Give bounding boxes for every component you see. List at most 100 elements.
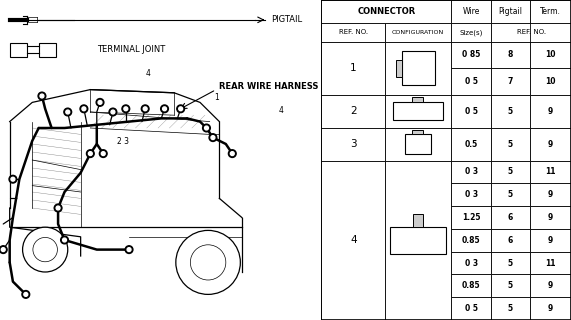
Circle shape xyxy=(163,107,167,111)
Text: 9: 9 xyxy=(548,281,553,290)
Text: 5: 5 xyxy=(508,167,513,176)
Bar xyxy=(451,161,491,183)
Bar xyxy=(491,297,530,320)
Circle shape xyxy=(124,107,128,111)
Text: 4: 4 xyxy=(146,69,151,78)
Circle shape xyxy=(89,152,93,156)
Bar xyxy=(321,128,385,161)
Bar xyxy=(491,128,530,161)
Bar xyxy=(451,297,491,320)
Bar xyxy=(385,42,451,95)
Bar xyxy=(451,23,491,42)
Circle shape xyxy=(190,245,226,280)
Bar xyxy=(491,161,530,183)
Circle shape xyxy=(23,227,68,272)
Bar xyxy=(402,51,435,85)
Text: 7: 7 xyxy=(508,77,513,86)
Circle shape xyxy=(86,150,94,157)
Text: 9: 9 xyxy=(548,236,553,245)
Bar xyxy=(412,97,423,102)
Bar xyxy=(491,42,530,68)
Bar xyxy=(530,229,571,252)
Text: 10: 10 xyxy=(545,50,556,60)
Bar xyxy=(396,60,403,77)
Text: 0 5: 0 5 xyxy=(465,304,478,313)
Text: 4: 4 xyxy=(278,106,283,115)
Text: 0 5: 0 5 xyxy=(465,77,478,86)
Text: 11: 11 xyxy=(545,167,556,176)
Text: 10: 10 xyxy=(545,77,556,86)
Bar xyxy=(491,95,530,128)
Circle shape xyxy=(98,100,102,104)
Circle shape xyxy=(230,152,234,156)
Circle shape xyxy=(64,108,71,116)
Text: Wire: Wire xyxy=(463,7,480,16)
Text: REF. NO.: REF. NO. xyxy=(517,29,546,35)
Circle shape xyxy=(176,230,240,294)
Text: 5: 5 xyxy=(508,304,513,313)
Text: 0 3: 0 3 xyxy=(465,190,478,199)
Text: 0 3: 0 3 xyxy=(465,167,478,176)
Circle shape xyxy=(80,105,88,113)
Text: 5: 5 xyxy=(508,107,513,116)
Bar xyxy=(491,252,530,275)
Bar xyxy=(451,0,491,23)
Bar xyxy=(451,183,491,206)
Text: 9: 9 xyxy=(548,140,553,148)
Text: 0.85: 0.85 xyxy=(462,281,481,290)
Text: TERMINAL JOINT: TERMINAL JOINT xyxy=(96,45,165,54)
Text: 3: 3 xyxy=(350,139,357,149)
Bar xyxy=(530,252,571,275)
Circle shape xyxy=(66,110,70,114)
Circle shape xyxy=(160,105,168,113)
Text: 4: 4 xyxy=(350,235,357,245)
Text: CONNECTOR: CONNECTOR xyxy=(357,7,416,16)
Text: 0 5: 0 5 xyxy=(465,107,478,116)
Circle shape xyxy=(143,107,147,111)
Circle shape xyxy=(111,110,115,114)
Bar xyxy=(491,23,571,42)
Circle shape xyxy=(122,105,130,113)
Bar xyxy=(530,68,571,95)
Bar xyxy=(491,275,530,297)
Circle shape xyxy=(203,124,210,132)
Text: 6: 6 xyxy=(508,236,513,245)
Text: REF. NO.: REF. NO. xyxy=(339,29,368,35)
Bar xyxy=(530,297,571,320)
Circle shape xyxy=(82,107,86,111)
Circle shape xyxy=(125,246,133,253)
Circle shape xyxy=(99,150,107,157)
Bar xyxy=(451,252,491,275)
Bar xyxy=(385,95,451,128)
Circle shape xyxy=(11,177,15,181)
Bar xyxy=(530,128,571,161)
Bar xyxy=(321,161,385,320)
Bar xyxy=(39,43,57,57)
Bar xyxy=(451,95,491,128)
Circle shape xyxy=(33,237,58,262)
Text: 0 85: 0 85 xyxy=(462,50,480,60)
Circle shape xyxy=(22,291,30,298)
Bar xyxy=(405,134,431,154)
Text: 9: 9 xyxy=(548,213,553,222)
Bar xyxy=(491,183,530,206)
Text: 5: 5 xyxy=(508,259,513,268)
Circle shape xyxy=(61,236,69,244)
Circle shape xyxy=(40,94,44,98)
Bar xyxy=(321,0,451,23)
Bar xyxy=(530,161,571,183)
Bar xyxy=(530,0,571,23)
Text: 0.85: 0.85 xyxy=(462,236,481,245)
Bar xyxy=(390,227,447,254)
Bar xyxy=(393,102,443,120)
Circle shape xyxy=(101,152,105,156)
Circle shape xyxy=(127,248,131,252)
Text: 1: 1 xyxy=(214,93,219,102)
Text: 5: 5 xyxy=(508,281,513,290)
Circle shape xyxy=(211,136,215,140)
Circle shape xyxy=(177,105,184,113)
Text: 1: 1 xyxy=(350,63,357,73)
Circle shape xyxy=(228,150,236,157)
Text: 9: 9 xyxy=(548,107,553,116)
Circle shape xyxy=(56,206,60,210)
